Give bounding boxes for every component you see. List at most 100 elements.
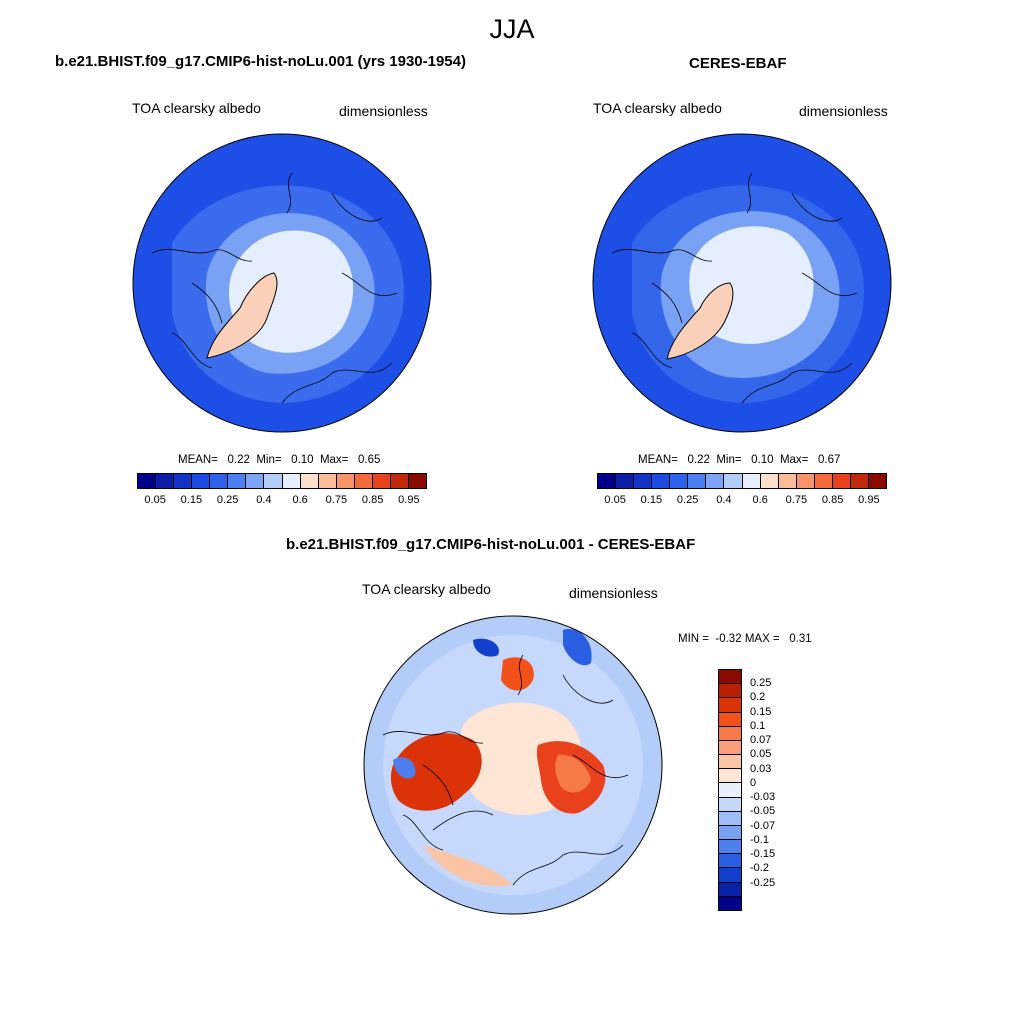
colorbar-tick-label: 0.4	[716, 494, 732, 506]
colorbar-swatch	[616, 474, 635, 488]
colorbar-swatch	[652, 474, 671, 488]
colorbar-tick-label: 0.1	[750, 719, 766, 732]
colorbar-swatch	[719, 740, 741, 756]
obs-polar-map	[592, 133, 892, 433]
colorbar-swatch	[778, 474, 797, 488]
colorbar-swatch	[850, 474, 869, 488]
colorbar-swatch	[719, 684, 741, 699]
colorbar-tick-label: 0.25	[750, 677, 772, 690]
colorbar-tick-label: -0.15	[750, 848, 776, 861]
colorbar-swatch	[670, 474, 689, 488]
diff-europe-positive	[501, 657, 534, 691]
colorbar-tick-label: 0.05	[750, 748, 772, 761]
model-variable-label: TOA clearsky albedo	[132, 100, 261, 116]
diff-colorbar	[718, 669, 742, 911]
colorbar-tick-label: 0.2	[750, 691, 766, 704]
diff-south-positive	[423, 845, 513, 886]
colorbar-tick-label: 0.15	[180, 494, 203, 506]
colorbar-tick-label: 0	[750, 776, 757, 789]
colorbar-swatch	[719, 854, 741, 869]
colorbar-swatch	[156, 474, 175, 488]
colorbar-swatch	[282, 474, 301, 488]
diff-coastline-a	[382, 674, 624, 886]
colorbar-swatch	[719, 698, 741, 713]
diff-units-label: dimensionless	[569, 585, 658, 601]
diff-siberia-high	[555, 754, 591, 793]
colorbar-tick-label: 0.85	[361, 494, 384, 506]
colorbar-swatch	[174, 474, 193, 488]
model-polar-map	[132, 133, 432, 433]
colorbar-tick-label: 0.75	[785, 494, 808, 506]
diff-asia-negative	[563, 629, 592, 666]
colorbar-swatch	[336, 474, 355, 488]
colorbar-swatch	[719, 896, 741, 910]
model-colorbar	[137, 473, 427, 489]
colorbar-swatch	[719, 840, 741, 855]
colorbar-tick-label: -0.2	[750, 862, 769, 875]
colorbar-tick-label: -0.1	[750, 833, 769, 846]
colorbar-swatch	[598, 474, 617, 488]
diff-polar-map	[363, 615, 663, 915]
colorbar-tick-label: 0.03	[750, 762, 772, 775]
diff-stats: MIN = -0.32 MAX = 0.31	[678, 633, 812, 645]
obs-stats: MEAN= 0.22 Min= 0.10 Max= 0.67	[638, 454, 841, 466]
obs-colorbar-labels: 0.05 0.15 0.25 0.4 0.6 0.75 0.85 0.95	[597, 494, 887, 508]
colorbar-swatch	[719, 726, 741, 741]
colorbar-tick-label: 0.4	[256, 494, 272, 506]
model-stats: MEAN= 0.22 Min= 0.10 Max= 0.65	[178, 454, 381, 466]
obs-greenland	[666, 282, 734, 360]
colorbar-swatch	[760, 474, 779, 488]
colorbar-tick-label: -0.25	[750, 876, 776, 889]
colorbar-swatch	[719, 670, 741, 685]
model-colorbar-labels: 0.05 0.15 0.25 0.4 0.6 0.75 0.85 0.95	[137, 494, 427, 508]
colorbar-tick-label: 0.05	[604, 494, 626, 506]
colorbar-swatch	[719, 882, 741, 897]
diff-colorbar-labels: 0.25 0.2 0.15 0.1 0.07 0.05 0.03 0 -0.03 -0.05 -0.…	[750, 669, 790, 911]
colorbar-swatch	[719, 811, 741, 826]
colorbar-swatch	[688, 474, 707, 488]
colorbar-tick-label: 0.05	[144, 494, 166, 506]
obs-coastline-b	[651, 172, 858, 324]
colorbar-tick-label: -0.03	[750, 791, 776, 804]
colorbar-swatch	[832, 474, 851, 488]
colorbar-swatch	[814, 474, 833, 488]
colorbar-tick-label: 0.07	[750, 734, 772, 747]
colorbar-swatch	[246, 474, 265, 488]
colorbar-swatch	[719, 783, 741, 798]
obs-panel-title: CERES-EBAF	[689, 55, 787, 72]
model-coastline-a	[151, 192, 393, 404]
colorbar-swatch	[354, 474, 373, 488]
colorbar-swatch	[719, 712, 741, 727]
colorbar-tick-label: -0.07	[750, 819, 776, 832]
colorbar-tick-label: 0.85	[821, 494, 844, 506]
diff-coastline-b	[422, 654, 629, 831]
colorbar-tick-label: 0.15	[750, 705, 772, 718]
diff-hudson-negative	[393, 757, 416, 779]
colorbar-swatch	[634, 474, 653, 488]
colorbar-tick-label: 0.25	[676, 494, 699, 506]
colorbar-tick-label: 0.6	[752, 494, 768, 506]
colorbar-tick-label: 0.95	[398, 494, 420, 506]
colorbar-swatch	[742, 474, 761, 488]
colorbar-swatch	[390, 474, 409, 488]
diff-canada-positive	[390, 733, 482, 811]
colorbar-swatch	[192, 474, 211, 488]
colorbar-swatch	[318, 474, 337, 488]
colorbar-swatch	[264, 474, 283, 488]
figure-title: JJA	[489, 14, 535, 44]
diff-pacific-negative	[473, 638, 499, 657]
colorbar-swatch	[719, 797, 741, 812]
obs-variable-label: TOA clearsky albedo	[593, 100, 722, 116]
colorbar-swatch	[724, 474, 743, 488]
model-greenland	[206, 272, 278, 359]
diff-panel-title: b.e21.BHIST.f09_g17.CMIP6-hist-noLu.001 …	[286, 536, 696, 553]
colorbar-tick-label: 0.25	[216, 494, 239, 506]
colorbar-swatch	[372, 474, 391, 488]
colorbar-swatch	[796, 474, 815, 488]
model-coastline-b	[191, 172, 398, 324]
model-panel-title: b.e21.BHIST.f09_g17.CMIP6-hist-noLu.001 …	[55, 53, 466, 70]
colorbar-swatch	[228, 474, 247, 488]
obs-colorbar	[597, 473, 887, 489]
colorbar-swatch	[719, 868, 741, 883]
obs-units-label: dimensionless	[799, 103, 888, 119]
